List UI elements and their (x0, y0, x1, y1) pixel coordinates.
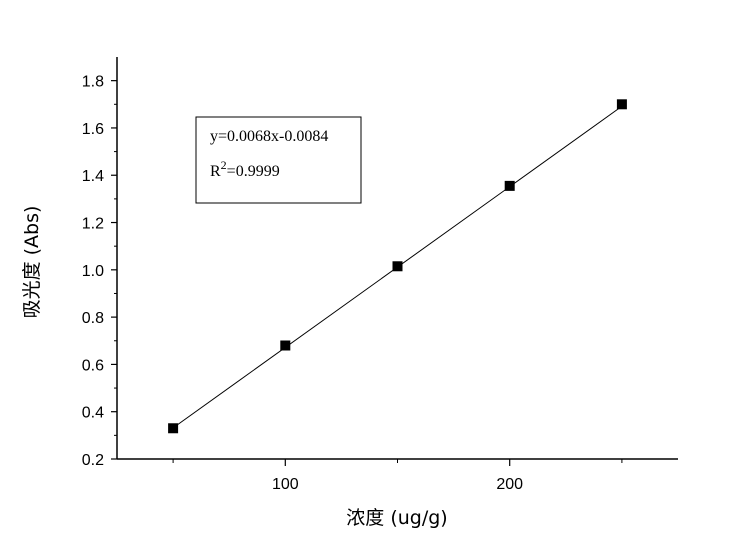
r-squared-text: R2=0.9999 (210, 158, 280, 180)
data-point (616, 99, 627, 110)
r-squared-value: =0.9999 (227, 163, 280, 180)
y-tick-label: 1.4 (82, 168, 104, 185)
x-axis-title: 浓度 (ug/g) (346, 507, 447, 529)
r-squared-superscript: 2 (221, 158, 227, 172)
y-tick-label: 0.6 (82, 357, 104, 374)
equation-text: y=0.0068x-0.0084 (210, 128, 328, 145)
points-layer (168, 99, 627, 434)
data-point (168, 423, 179, 434)
x-ticks: 100 200 (172, 459, 623, 493)
data-point (280, 340, 291, 351)
data-point (504, 180, 515, 191)
equation-box: y=0.0068x-0.0084 R2=0.9999 (195, 116, 362, 204)
y-tick-label: 1.8 (82, 74, 104, 91)
data-point (392, 261, 403, 272)
y-ticks: 0.2 0.4 0.6 0.8 1.0 1.2 1.4 1.6 1.8 (82, 74, 117, 469)
y-tick-label: 1.6 (82, 121, 104, 138)
x-tick-label: 200 (496, 476, 523, 493)
y-axis-title: 吸光度 (Abs) (21, 206, 43, 319)
y-tick-label: 1.0 (82, 263, 104, 280)
y-tick-label: 0.8 (82, 310, 104, 327)
y-tick-label: 1.2 (82, 216, 104, 233)
equation-box-border (195, 116, 362, 204)
x-tick-label: 100 (272, 476, 299, 493)
y-tick-label: 0.4 (82, 405, 104, 422)
r-squared-prefix: R (210, 163, 221, 180)
y-tick-label: 0.2 (82, 452, 104, 469)
